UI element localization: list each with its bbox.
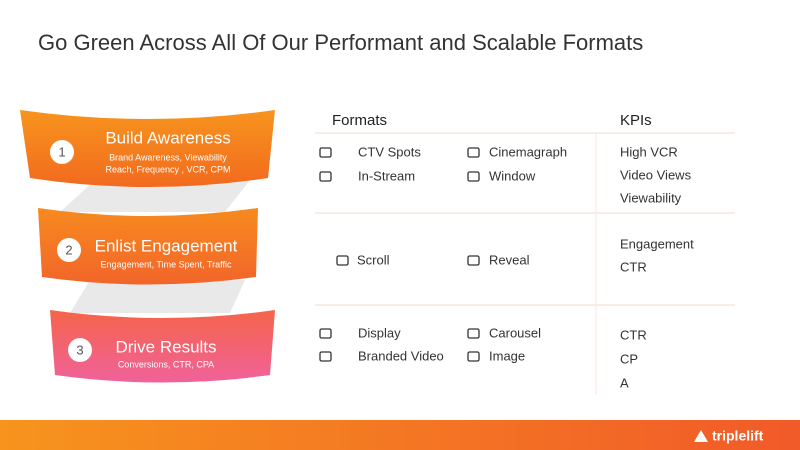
format-name: Image	[489, 348, 525, 363]
format-name: CTV Spots	[358, 144, 421, 159]
format-icon	[467, 255, 480, 266]
logo: triplelift	[712, 428, 764, 444]
format-name: In-Stream	[358, 168, 415, 183]
funnel-ribbon	[60, 180, 250, 212]
format-name: Carousel	[489, 325, 541, 340]
kpi-name: CTR	[620, 327, 647, 342]
table-header: Formats	[332, 112, 387, 129]
format-name: Display	[358, 325, 401, 340]
format-name: Branded Video	[358, 348, 444, 363]
step-title: Drive Results	[115, 337, 216, 356]
step-number: 1	[58, 144, 65, 159]
funnel-stage	[50, 310, 275, 383]
format-name: Window	[489, 168, 536, 183]
format-icon	[319, 171, 332, 182]
table-header: KPIs	[620, 112, 652, 129]
slide-title: Go Green Across All Of Our Performant an…	[38, 30, 643, 55]
funnel-ribbon	[70, 280, 245, 313]
logo-icon	[694, 430, 708, 442]
kpi-name: CTR	[620, 259, 647, 274]
kpi-name: Viewability	[620, 190, 682, 205]
format-icon	[467, 328, 480, 339]
kpi-name: Video Views	[620, 167, 692, 182]
format-icon	[319, 328, 332, 339]
kpi-name: A	[620, 375, 629, 390]
step-number: 3	[76, 342, 83, 357]
step-detail: Brand Awareness, Viewability	[109, 152, 227, 162]
funnel-stage	[38, 208, 258, 285]
format-name: Scroll	[357, 252, 390, 267]
footer-bar	[0, 420, 800, 450]
format-icon	[467, 147, 480, 158]
format-icon	[467, 351, 480, 362]
step-title: Build Awareness	[105, 128, 230, 147]
step-detail: Reach, Frequency , VCR, CPM	[105, 164, 230, 174]
format-name: Reveal	[489, 252, 530, 267]
step-circle	[68, 338, 92, 362]
format-icon	[336, 255, 349, 266]
step-detail: Engagement, Time Spent, Traffic	[101, 259, 232, 269]
funnel-stage	[20, 110, 275, 187]
format-icon	[467, 171, 480, 182]
step-title: Enlist Engagement	[95, 236, 238, 255]
format-icon	[319, 147, 332, 158]
format-name: Cinemagraph	[489, 144, 567, 159]
step-circle	[50, 140, 74, 164]
step-number: 2	[65, 242, 72, 257]
kpi-name: CP	[620, 351, 638, 366]
step-detail: Conversions, CTR, CPA	[118, 359, 214, 369]
kpi-name: High VCR	[620, 144, 678, 159]
format-icon	[319, 351, 332, 362]
step-circle	[57, 238, 81, 262]
kpi-name: Engagement	[620, 236, 694, 251]
